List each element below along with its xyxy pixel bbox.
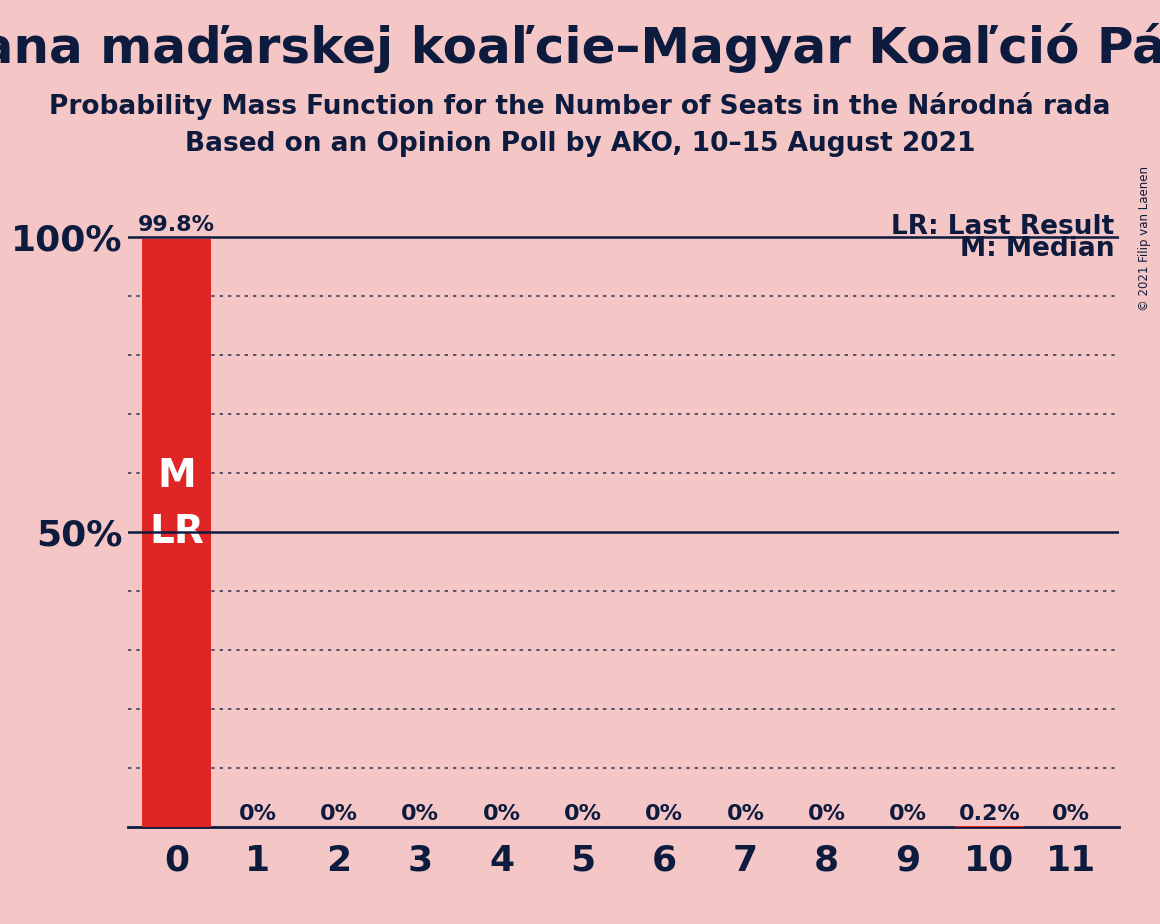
Text: Strana maďarskej koaľcie–Magyar Koaľció Pártja: Strana maďarskej koaľcie–Magyar Koaľció …	[0, 23, 1160, 73]
Bar	[142, 238, 211, 827]
Text: M: Median: M: Median	[960, 236, 1115, 261]
Text: 0%: 0%	[239, 804, 277, 824]
Text: 0%: 0%	[645, 804, 683, 824]
Text: Based on an Opinion Poll by AKO, 10–15 August 2021: Based on an Opinion Poll by AKO, 10–15 A…	[184, 131, 976, 157]
Text: 0%: 0%	[320, 804, 358, 824]
Text: 0%: 0%	[889, 804, 927, 824]
Text: M: M	[157, 457, 196, 495]
Text: © 2021 Filip van Laenen: © 2021 Filip van Laenen	[1138, 166, 1151, 311]
Text: 99.8%: 99.8%	[138, 215, 215, 235]
Text: 0%: 0%	[401, 804, 440, 824]
Text: Probability Mass Function for the Number of Seats in the Národná rada: Probability Mass Function for the Number…	[49, 92, 1111, 120]
Bar	[955, 826, 1024, 827]
Text: LR: Last Result: LR: Last Result	[891, 214, 1115, 240]
Text: 0%: 0%	[1052, 804, 1089, 824]
Text: LR: LR	[148, 513, 204, 552]
Text: 0%: 0%	[726, 804, 764, 824]
Text: 0%: 0%	[564, 804, 602, 824]
Text: 0%: 0%	[483, 804, 521, 824]
Text: 0%: 0%	[807, 804, 846, 824]
Text: 0.2%: 0.2%	[958, 804, 1020, 824]
